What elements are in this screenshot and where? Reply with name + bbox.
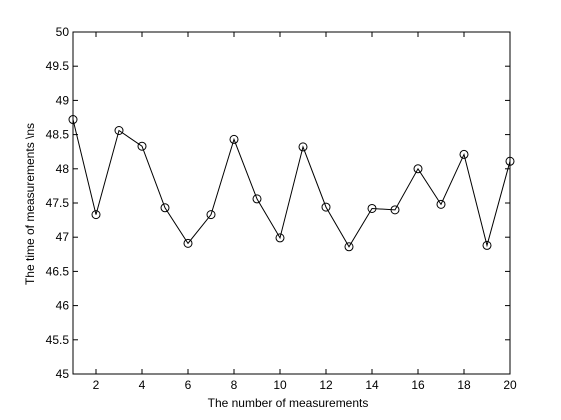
data-point-11	[298, 142, 308, 152]
plot-area: 2 4 6 8 10 12 14 16 18 204545.54646.54747.54848.5…	[46, 25, 517, 392]
data-point-8	[229, 134, 239, 144]
x-axis-label: The number of measurements	[208, 396, 369, 410]
data-point-17	[436, 199, 446, 209]
y-tick-label-47: 47	[56, 230, 70, 244]
data-point-5	[160, 203, 170, 213]
data-point-15	[390, 205, 400, 215]
x-tick-label-2: 2	[93, 378, 100, 392]
data-point-4	[137, 141, 147, 151]
data-point-19	[482, 240, 492, 250]
data-point-1	[68, 115, 78, 125]
series-line-0	[72, 119, 511, 248]
y-tick-label-48: 48	[56, 162, 70, 176]
y-tick-label-45.5: 45.5	[46, 333, 70, 347]
y-tick-label-46: 46	[56, 299, 70, 313]
x-tick-label-4: 4	[139, 378, 146, 392]
x-tick-label-20: 20	[503, 378, 517, 392]
data-point-12	[321, 202, 331, 212]
data-point-18	[459, 149, 469, 159]
data-point-13	[344, 242, 354, 252]
y-tick-label-45: 45	[56, 367, 70, 381]
data-point-14	[367, 203, 377, 213]
data-point-6	[183, 238, 193, 248]
y-tick-label-46.5: 46.5	[46, 264, 70, 278]
x-tick-label-6: 6	[185, 378, 192, 392]
x-tick-label-16: 16	[411, 378, 425, 392]
data-point-7	[206, 210, 216, 220]
x-tick-label-10: 10	[273, 378, 287, 392]
y-tick-label-49.5: 49.5	[46, 59, 70, 73]
y-tick-label-49: 49	[56, 93, 70, 107]
x-tick-label-8: 8	[231, 378, 238, 392]
data-point-10	[275, 233, 285, 243]
y-axis-label: The time of measurements \ns	[23, 123, 37, 285]
y-tick-label-47.5: 47.5	[46, 196, 70, 210]
x-tick-label-14: 14	[365, 378, 379, 392]
data-point-2	[91, 210, 101, 220]
data-point-20	[505, 156, 515, 166]
x-tick-label-18: 18	[457, 378, 471, 392]
y-tick-label-48.5: 48.5	[46, 128, 70, 142]
data-point-3	[114, 125, 124, 135]
data-point-9	[252, 194, 262, 204]
y-tick-label-50: 50	[56, 25, 70, 39]
x-tick-label-12: 12	[319, 378, 333, 392]
data-point-16	[413, 164, 423, 174]
